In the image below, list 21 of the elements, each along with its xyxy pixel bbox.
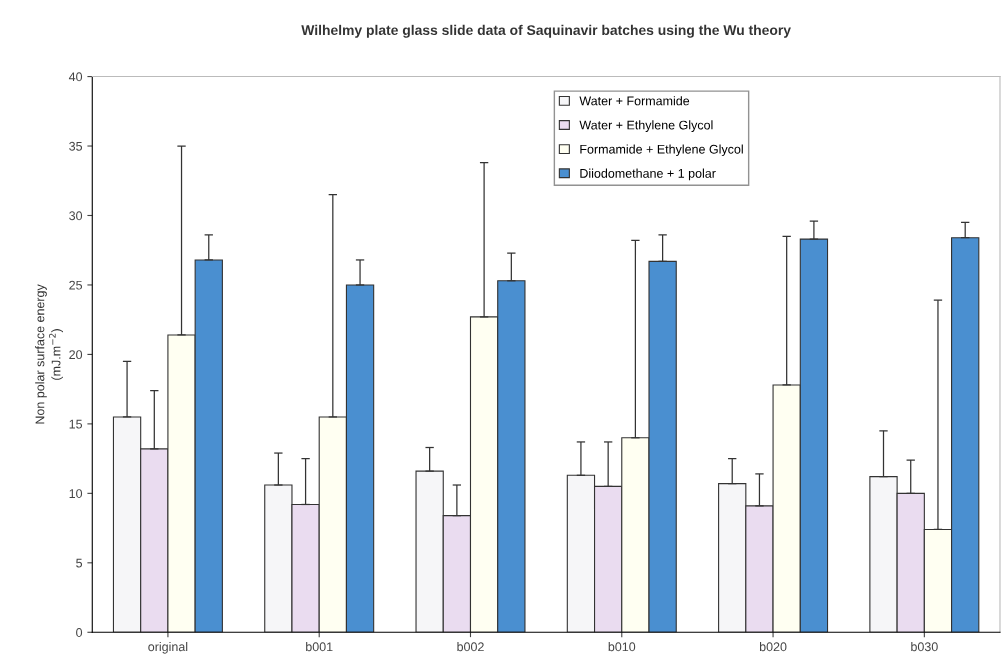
- y-tick-label: 25: [69, 280, 83, 290]
- legend-label: Water + Formamide: [579, 96, 690, 106]
- x-tick-label: b010: [608, 642, 636, 652]
- x-tick-label: b030: [911, 642, 938, 652]
- y-tick-label: 10: [69, 489, 83, 498]
- x-tick-label: b002: [457, 642, 484, 652]
- y-tick-label: 5: [76, 558, 83, 568]
- legend-label: Diiodomethane + 1 polar: [580, 168, 716, 181]
- y-axis-title: Non polar surface energy (mJ.m$^{−2}$): [35, 284, 63, 424]
- y-tick-label: 35: [69, 141, 83, 151]
- y-tick-label: 40: [68, 72, 83, 82]
- legend-label: Water + Ethylene Glycol: [579, 120, 713, 132]
- x-tick-label: b020: [759, 642, 787, 652]
- y-tick-label: 15: [69, 419, 83, 429]
- chart-title: Wilhelmy plate glass slide data of Saquinavir batches using the Wu theory: [301, 24, 791, 38]
- x-tick-label: original: [148, 642, 188, 654]
- y-tick-label: 30: [69, 211, 83, 221]
- y-tick-label: 0: [76, 628, 83, 637]
- x-tick-label: b001: [306, 642, 333, 652]
- legend-label: Formamide + Ethylene Glycol: [580, 144, 743, 157]
- y-tick-label: 20: [69, 350, 83, 360]
